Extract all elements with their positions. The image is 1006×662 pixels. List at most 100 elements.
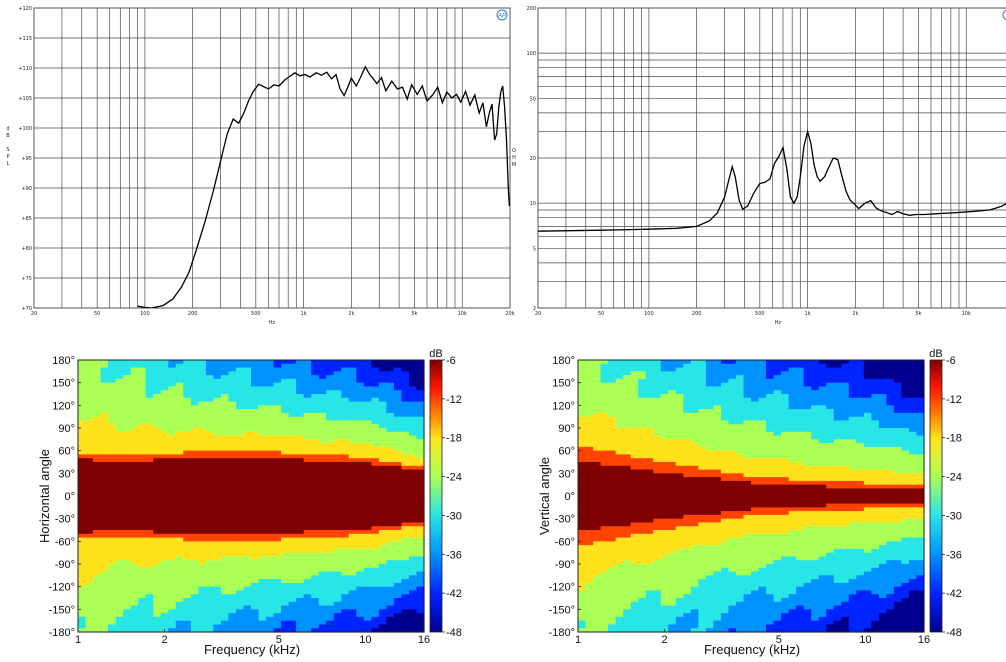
heatmap-cell <box>348 514 357 520</box>
heatmap-cell <box>668 371 677 376</box>
heatmap-cell <box>705 590 714 595</box>
heatmap-cell <box>393 514 403 520</box>
heatmap-cell <box>303 390 312 395</box>
heatmap-cell <box>100 371 109 376</box>
heatmap-cell <box>713 416 722 422</box>
heatmap-cell <box>108 473 117 478</box>
heatmap-cell <box>190 435 199 440</box>
heatmap-cell <box>115 548 124 554</box>
heatmap-cell <box>78 488 87 493</box>
heatmap-cell <box>190 567 199 573</box>
heatmap-cell <box>168 590 177 595</box>
heatmap-cell <box>243 397 252 403</box>
heatmap-cell <box>251 609 260 614</box>
heatmap-cell <box>348 424 357 429</box>
heatmap-cell <box>363 609 372 614</box>
heatmap-cell <box>690 590 699 595</box>
heatmap-cell <box>363 586 372 592</box>
heatmap-cell <box>600 401 609 406</box>
heatmap-cell <box>235 567 245 573</box>
heatmap-cell <box>638 575 647 580</box>
heatmap-cell <box>243 594 252 599</box>
heatmap-cell <box>160 382 169 388</box>
heatmap-cell <box>243 518 252 524</box>
heatmap-cell <box>660 560 669 565</box>
heatmap-cell <box>386 556 395 561</box>
heatmap-cell <box>288 594 297 599</box>
heatmap-cell <box>713 594 722 599</box>
heatmap-cell <box>690 579 699 584</box>
heatmap-cell <box>698 541 707 546</box>
heatmap-cell <box>251 537 260 542</box>
heatmap-cell <box>705 363 714 369</box>
heatmap-cell <box>675 390 684 395</box>
heatmap-cell <box>258 571 267 576</box>
heatmap-cell <box>675 496 684 501</box>
heatmap-cell <box>393 537 403 542</box>
heatmap-cell <box>266 371 275 376</box>
heatmap-cell <box>153 586 162 592</box>
heatmap-cell <box>93 488 102 493</box>
heatmap-cell <box>100 522 109 527</box>
heatmap-cell <box>690 496 699 501</box>
heatmap-cell <box>281 560 290 565</box>
heatmap-cell <box>296 420 305 425</box>
heatmap-cell <box>683 469 692 474</box>
heatmap-cell <box>175 443 184 448</box>
heatmap-cell <box>578 628 587 633</box>
heatmap-cell <box>615 511 624 516</box>
heatmap-cell <box>281 367 290 372</box>
heatmap-cell <box>638 480 647 486</box>
heatmap-cell <box>303 616 312 622</box>
heatmap-cell <box>363 378 372 384</box>
x-tick-label: 200 <box>188 311 198 317</box>
heatmap-cell <box>205 556 214 561</box>
heatmap-cell <box>593 371 602 376</box>
heatmap-cell <box>720 488 730 493</box>
y-tick-label: 60° <box>58 446 75 458</box>
heatmap-cell <box>273 371 282 376</box>
heatmap-cell <box>416 465 425 471</box>
heatmap-cell <box>348 458 357 463</box>
heatmap-cell <box>303 526 312 531</box>
heatmap-cell <box>145 367 154 372</box>
heatmap-cell <box>683 371 692 376</box>
heatmap-cell <box>175 371 184 376</box>
heatmap-cell <box>251 552 260 558</box>
y-tick-label: -120° <box>49 582 75 594</box>
heatmap-cell <box>138 443 147 448</box>
heatmap-cell <box>183 598 192 603</box>
heatmap-cell <box>630 378 639 384</box>
heatmap-cell <box>371 401 380 406</box>
heatmap-cell <box>645 435 654 440</box>
heatmap-cell <box>720 412 730 418</box>
heatmap-cell <box>183 405 192 410</box>
heatmap-cell <box>190 564 199 569</box>
heatmap-cell <box>198 575 207 580</box>
heatmap-cell <box>341 511 350 516</box>
heatmap-cell <box>183 575 192 580</box>
heatmap-cell <box>303 378 312 384</box>
heatmap-cell <box>720 409 730 414</box>
heatmap-cell <box>713 548 722 554</box>
heatmap-cell <box>123 458 132 463</box>
heatmap-cell <box>356 488 365 493</box>
heatmap-cell <box>585 628 594 633</box>
heatmap-cell <box>258 473 267 478</box>
heatmap-cell <box>341 586 350 592</box>
heatmap-cell <box>266 431 275 437</box>
heatmap-cell <box>638 526 647 531</box>
heatmap-cell <box>690 545 699 550</box>
heatmap-cell <box>728 480 737 486</box>
heatmap-cell <box>160 590 169 595</box>
heatmap-cell <box>645 363 654 369</box>
heatmap-cell <box>296 503 305 508</box>
heatmap-cell <box>371 582 380 588</box>
heatmap-cell <box>690 616 699 622</box>
heatmap-cell <box>100 601 109 607</box>
heatmap-cell <box>585 522 594 527</box>
heatmap-cell <box>416 390 425 395</box>
heatmap-cell <box>675 601 684 607</box>
heatmap-cell <box>371 616 380 622</box>
heatmap-cell <box>713 443 722 448</box>
